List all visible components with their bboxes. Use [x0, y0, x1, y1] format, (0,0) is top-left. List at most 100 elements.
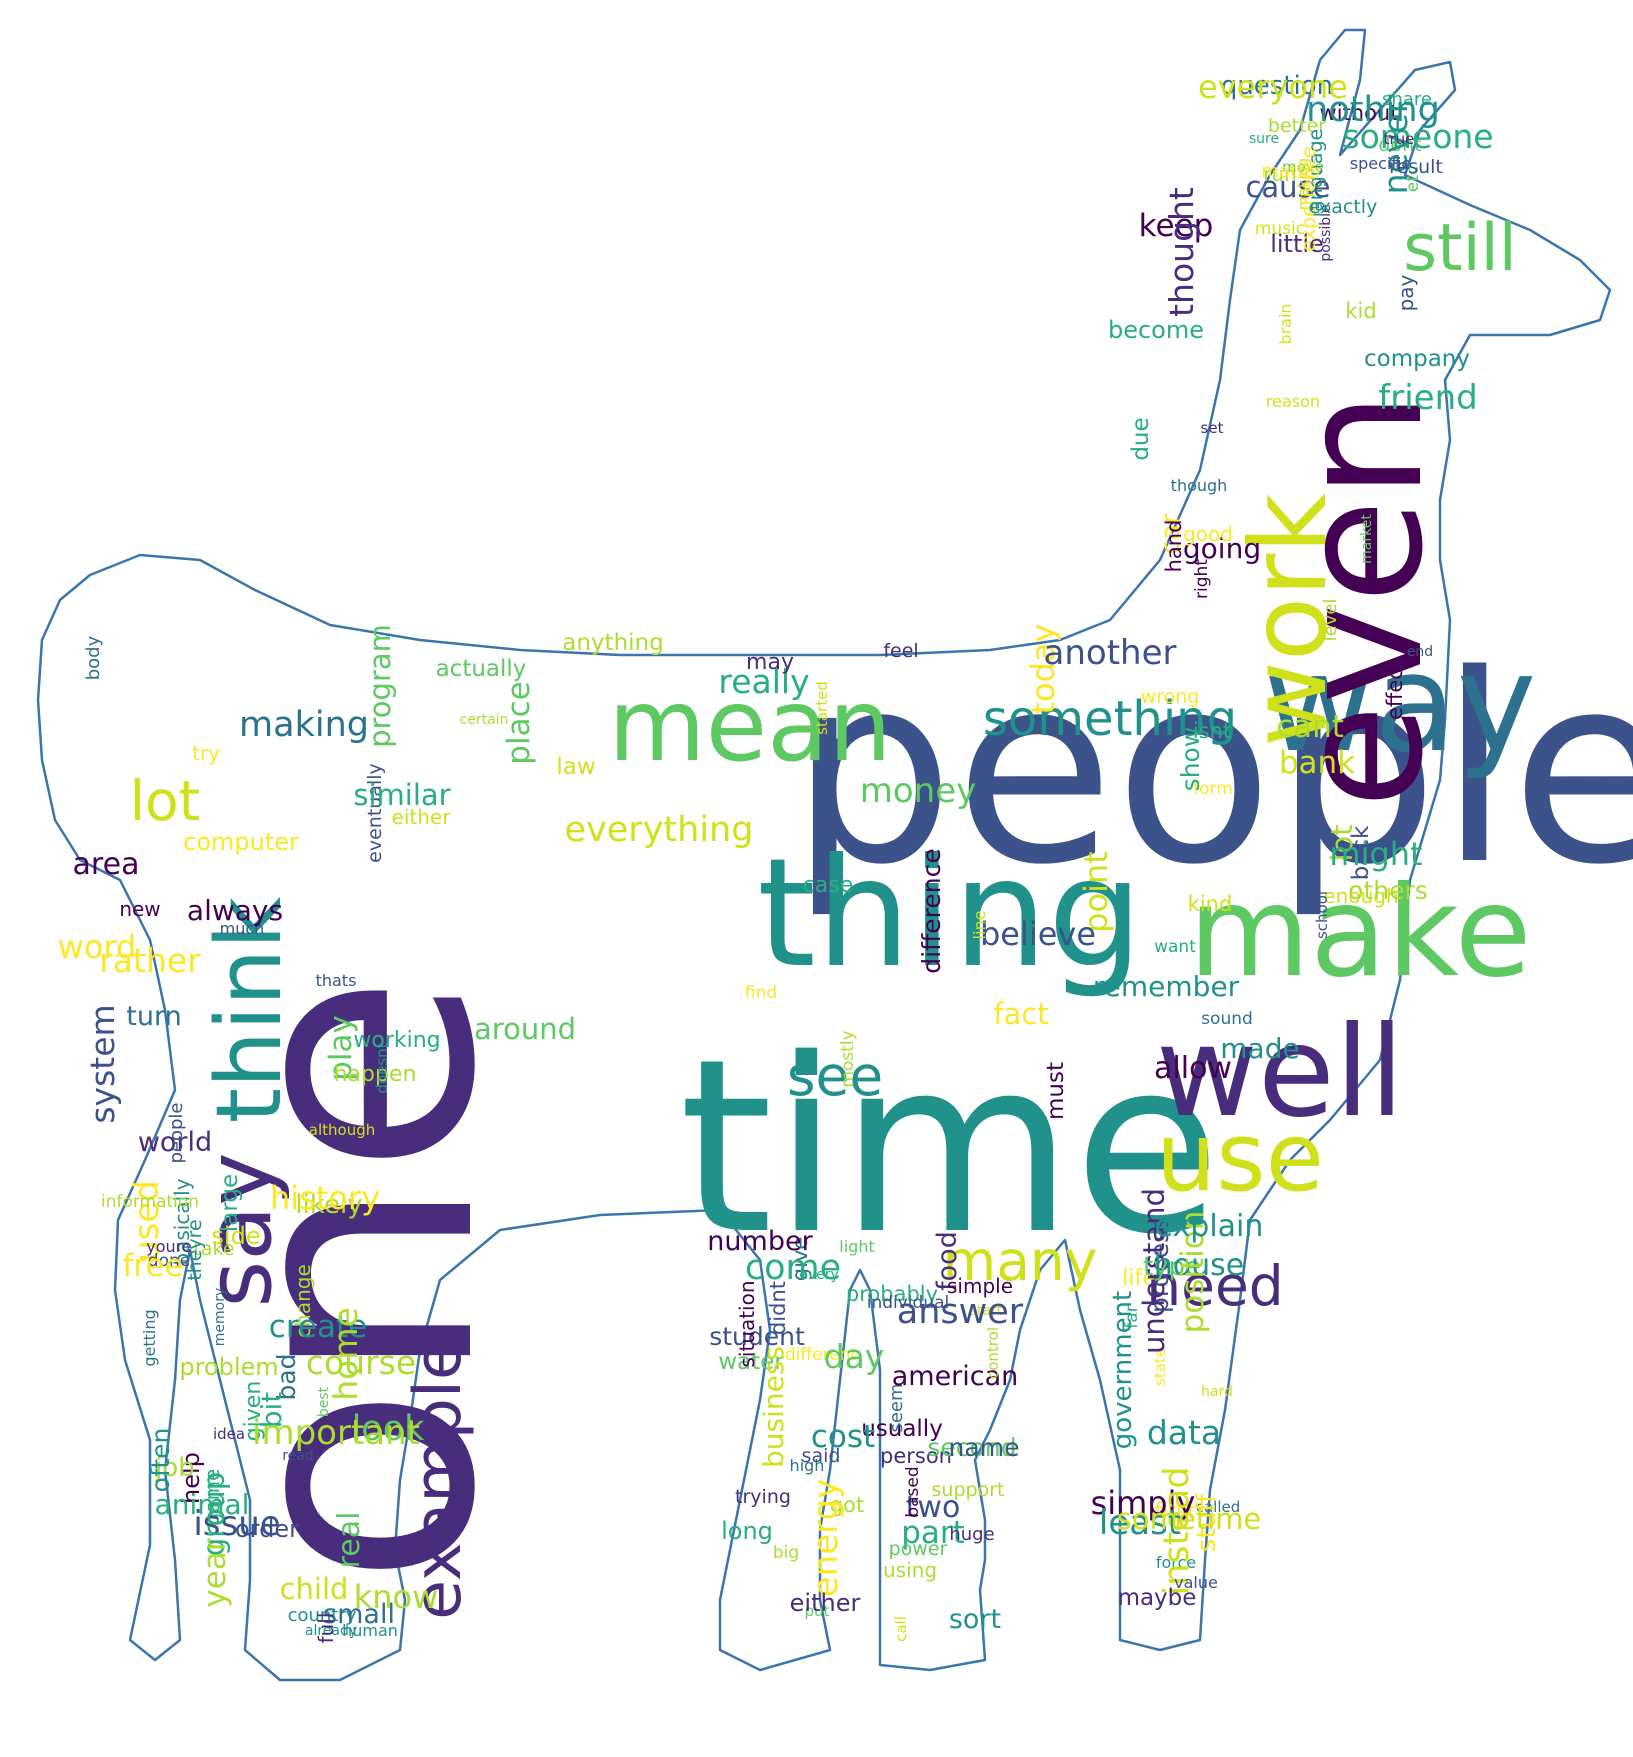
word-house: house: [1154, 1248, 1244, 1283]
word-making: making: [1296, 158, 1312, 210]
word-usually: usually: [861, 1416, 943, 1442]
word-everything: everything: [565, 810, 754, 850]
word-bad: bad: [272, 1353, 301, 1400]
word-well: well: [1156, 1000, 1405, 1145]
word-program: program: [363, 624, 397, 748]
word-answer: answer: [897, 1292, 1024, 1332]
word-real: real: [332, 1512, 367, 1569]
word-making: making: [239, 705, 369, 745]
word-difference: difference: [917, 848, 946, 974]
word-american: american: [892, 1361, 1019, 1392]
word-take: take: [193, 1238, 234, 1260]
word-food: food: [932, 1231, 963, 1291]
word-fact: fact: [993, 997, 1048, 1031]
word-cant: cant: [1276, 709, 1344, 745]
word-person: person: [880, 1444, 952, 1468]
word-made: made: [1220, 1032, 1299, 1065]
word-market: market: [1359, 514, 1375, 564]
word-little: little: [1270, 230, 1324, 258]
word-friend: friend: [1378, 378, 1477, 418]
word-state: state: [1151, 1348, 1169, 1386]
word-although: although: [309, 1121, 375, 1139]
word-support: support: [932, 1479, 1005, 1501]
word-maybe: maybe: [1118, 1585, 1197, 1611]
word-due: due: [1128, 417, 1154, 460]
word-order: order: [235, 1515, 299, 1543]
word-high: high: [790, 1456, 825, 1475]
word-important: important: [252, 1413, 420, 1453]
word-understand: understand: [1137, 1188, 1171, 1354]
word-trying: trying: [735, 1486, 791, 1508]
word-didnt: didnt: [766, 1281, 790, 1335]
word-simple: simple: [947, 1274, 1013, 1298]
word-back: back: [1348, 825, 1374, 880]
word-pay: pay: [1394, 274, 1418, 311]
word-really: really: [718, 662, 809, 701]
word-situation: situation: [735, 1280, 759, 1367]
word-right: right: [1192, 559, 1212, 599]
word-create: create: [269, 1309, 367, 1345]
word-type: type: [1143, 1252, 1201, 1282]
word-law: law: [556, 754, 595, 780]
word-based: based: [903, 1466, 923, 1517]
word-position: position: [1175, 1211, 1211, 1334]
word-form: form: [1193, 779, 1233, 799]
word-hard: hard: [1201, 1384, 1233, 1400]
word-animal: animal: [155, 1488, 250, 1521]
word-today: today: [1024, 624, 1062, 715]
word-given: given: [241, 1381, 266, 1442]
word-matter: matter: [1261, 161, 1323, 182]
word-always: always: [187, 894, 283, 927]
word-eventually: eventually: [364, 763, 386, 863]
word-still: still: [1403, 211, 1517, 286]
word-line: line: [970, 911, 989, 940]
word-find: find: [745, 983, 777, 1003]
word-word: word: [58, 928, 137, 966]
word-theyre: theyre: [184, 1219, 206, 1281]
word-child: child: [280, 1572, 349, 1606]
word-see: see: [787, 1044, 883, 1108]
word-share: share: [1382, 89, 1432, 110]
word-look: look: [352, 1409, 426, 1449]
word-two: two: [906, 1490, 961, 1525]
word-small: small: [323, 1599, 395, 1630]
word-basically: basically: [170, 1178, 194, 1265]
word-system: system: [83, 1004, 122, 1123]
word-language: language: [1305, 129, 1327, 217]
word-brain: brain: [1276, 303, 1295, 344]
word-question: question: [1221, 71, 1333, 101]
word-similar: similar: [353, 778, 450, 812]
word-rather: rather: [99, 941, 201, 980]
word-another: another: [1044, 633, 1177, 673]
word-kid: kid: [1345, 299, 1376, 323]
word-started: started: [813, 681, 831, 735]
word-thought: thought: [1162, 187, 1201, 317]
word-going: going: [1183, 532, 1261, 565]
word-work: work: [1228, 493, 1350, 747]
word-called: called: [1196, 1498, 1241, 1516]
word-getting: getting: [140, 1309, 159, 1366]
word-history: history: [270, 1179, 380, 1217]
word-try: try: [192, 741, 220, 765]
word-data: data: [1147, 1413, 1221, 1452]
word-often: often: [146, 1428, 175, 1493]
word-student: student: [709, 1322, 805, 1351]
word-actually: actually: [436, 656, 527, 682]
word-experience: experience: [1298, 146, 1320, 251]
word-many: many: [943, 1229, 1098, 1293]
word-allow: allow: [1154, 1051, 1232, 1086]
word-company: company: [1364, 346, 1470, 372]
word-level: level: [1320, 599, 1341, 642]
word-instead: instead: [1157, 1466, 1197, 1595]
word-car: car: [1156, 513, 1186, 554]
word-remember: remember: [1093, 970, 1240, 1003]
word-happen: happen: [334, 1062, 417, 1087]
word-body: body: [83, 635, 104, 680]
word-life: life: [1122, 1266, 1156, 1291]
word-specific: specific: [1350, 154, 1410, 173]
word-etc: etc: [1403, 166, 1423, 192]
word-possible: possible: [1318, 204, 1334, 261]
word-around: around: [474, 1012, 576, 1046]
word-people: people: [166, 1102, 187, 1163]
